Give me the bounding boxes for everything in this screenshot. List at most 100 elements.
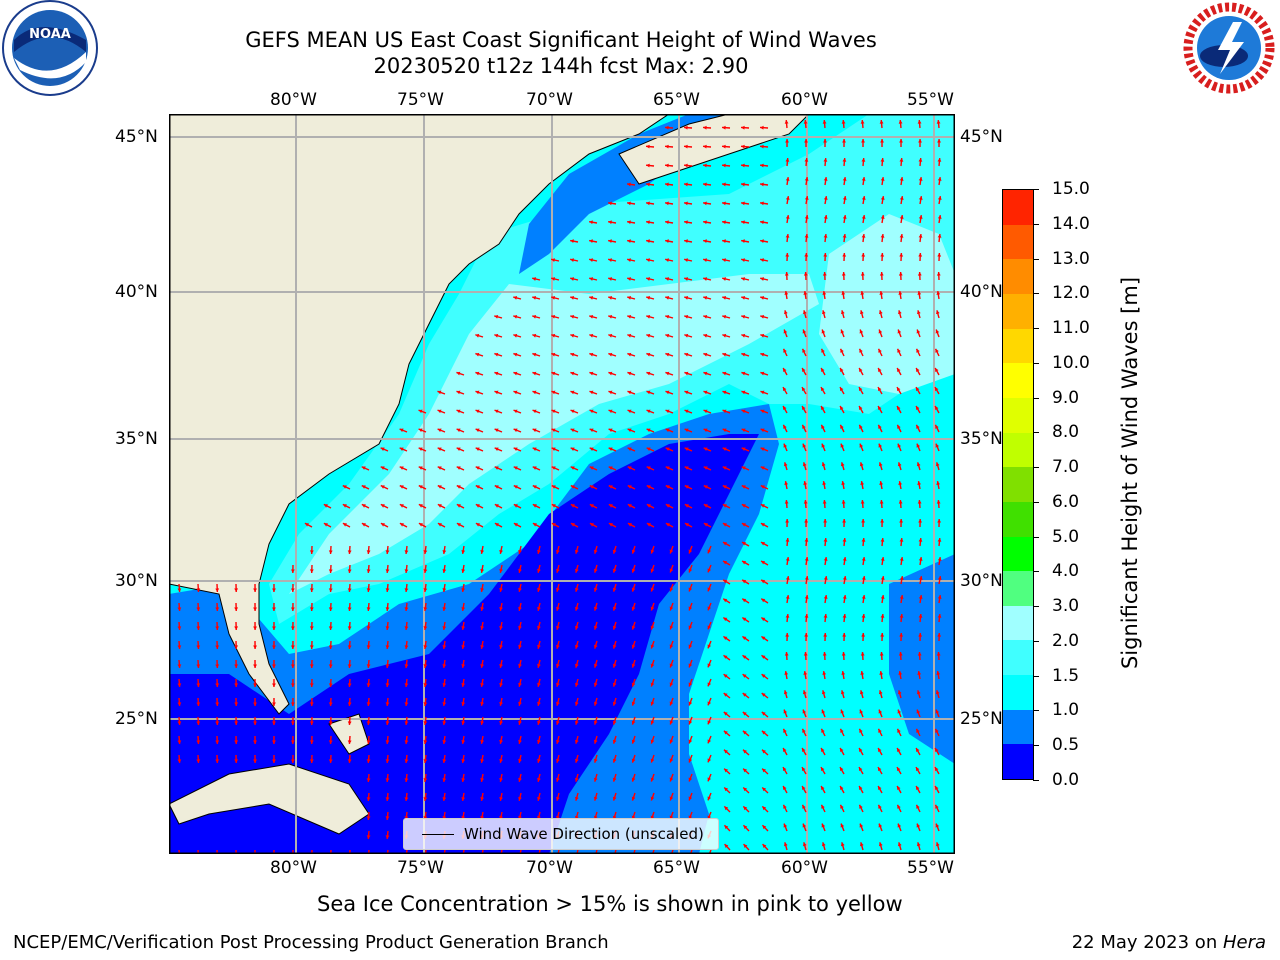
wave-direction-arrow (839, 386, 845, 395)
wave-direction-arrow (627, 503, 636, 509)
wave-direction-arrow (860, 651, 865, 661)
wave-direction-arrow (684, 522, 693, 528)
wave-direction-arrow (456, 466, 465, 471)
sea-ice-note: Sea Ice Concentration > 15% is shown in … (317, 892, 903, 916)
wave-direction-arrow (822, 499, 827, 509)
wave-direction-arrow (899, 537, 904, 547)
wave-direction-arrow (880, 594, 885, 604)
wave-direction-arrow (703, 314, 712, 319)
wave-direction-arrow (631, 716, 636, 725)
wave-direction-arrow (574, 583, 579, 592)
wave-direction-arrow (802, 690, 807, 699)
wave-direction-arrow (608, 428, 617, 433)
wave-direction-arrow (665, 428, 674, 433)
lon-label-bottom-65w: 65°W (653, 858, 700, 878)
colorbar-segment (1003, 259, 1033, 295)
wave-direction-arrow (858, 766, 864, 775)
wave-direction-arrow (801, 348, 807, 357)
wave-direction-arrow (253, 678, 257, 688)
wave-direction-arrow (915, 424, 921, 433)
wave-direction-arrow (380, 522, 389, 528)
wave-direction-arrow (721, 201, 731, 206)
wave-direction-arrow (399, 428, 408, 433)
wave-direction-arrow (936, 670, 941, 680)
lon-label-bottom-70w: 70°W (526, 858, 573, 878)
wave-direction-arrow (461, 602, 466, 612)
wave-direction-arrow (631, 773, 636, 782)
wave-direction-arrow (366, 583, 371, 593)
wave-direction-arrow (570, 239, 579, 244)
chart-subtitle: 20230520 t12z 144h fcst Max: 2.90 (373, 54, 749, 78)
wave-direction-arrow (684, 239, 693, 244)
wave-direction-arrow (328, 602, 333, 612)
wave-direction-arrow (442, 602, 447, 612)
wave-direction-arrow (215, 602, 220, 612)
wave-direction-arrow (551, 314, 560, 319)
wave-direction-arrow (804, 594, 809, 604)
wave-direction-arrow (899, 214, 904, 224)
wave-direction-arrow (918, 613, 923, 623)
colorbar-tick-label: 10.0 (1052, 352, 1090, 373)
wave-direction-arrow (513, 447, 522, 452)
wave-direction-arrow (499, 773, 503, 782)
wave-direction-arrow (783, 310, 788, 319)
wave-direction-arrow (915, 728, 921, 737)
lat-label-left-40n: 40°N (115, 282, 158, 302)
wave-direction-arrow (918, 632, 923, 642)
wave-direction-arrow (934, 405, 940, 414)
wave-direction-arrow (480, 621, 485, 630)
wave-direction-arrow (665, 522, 674, 528)
wave-direction-arrow (423, 583, 428, 593)
wave-direction-arrow (684, 390, 693, 395)
wave-direction-arrow (820, 424, 826, 433)
wave-direction-arrow (897, 462, 902, 471)
wave-direction-arrow (803, 670, 808, 680)
wave-direction-arrow (761, 824, 769, 832)
wave-direction-arrow (385, 716, 390, 726)
wave-direction-arrow (196, 716, 201, 726)
wave-direction-arrow (574, 716, 579, 725)
wave-direction-arrow (537, 621, 541, 630)
wave-direction-arrow (650, 697, 655, 706)
wave-direction-arrow (608, 239, 617, 244)
wave-direction-arrow (741, 522, 750, 528)
wave-direction-arrow (513, 409, 522, 414)
wave-direction-arrow (328, 545, 333, 555)
wave-direction-arrow (650, 583, 655, 592)
wave-direction-arrow (589, 466, 598, 471)
wave-direction-arrow (589, 239, 598, 244)
wave-direction-arrow (290, 564, 295, 574)
wave-direction-arrow (608, 296, 617, 300)
wave-direction-arrow (760, 560, 769, 566)
wave-direction-arrow (665, 409, 674, 414)
wave-direction-arrow (328, 583, 333, 593)
wave-direction-arrow (722, 579, 731, 585)
wave-direction-arrow (593, 602, 598, 611)
wave-direction-arrow (761, 768, 769, 775)
wave-direction-arrow (823, 556, 828, 566)
wave-direction-arrow (759, 163, 769, 168)
wave-direction-arrow (574, 792, 579, 801)
wave-direction-arrow (842, 195, 847, 205)
wave-direction-arrow (916, 443, 921, 452)
wave-direction-arrow (684, 296, 693, 300)
wave-direction-arrow (442, 697, 447, 707)
wave-direction-arrow (785, 556, 790, 566)
wave-direction-arrow (404, 564, 409, 574)
wave-direction-arrow (461, 735, 466, 745)
wave-direction-arrow (593, 621, 598, 630)
wave-direction-arrow (627, 409, 636, 414)
wave-direction-arrow (499, 583, 503, 592)
wave-direction-arrow (556, 697, 560, 706)
wave-direction-arrow (272, 640, 276, 650)
wave-direction-arrow (802, 709, 807, 718)
wave-direction-arrow (703, 371, 712, 376)
wave-direction-arrow (688, 621, 693, 630)
wave-direction-arrow (442, 678, 447, 688)
wave-direction-arrow (858, 785, 864, 794)
wave-direction-arrow (722, 296, 731, 300)
wave-direction-arrow (385, 830, 390, 840)
colorbar-title: Significant Height of Wind Waves [m] (1118, 276, 1142, 670)
wave-direction-arrow (722, 522, 731, 528)
wave-direction-arrow (556, 773, 560, 782)
